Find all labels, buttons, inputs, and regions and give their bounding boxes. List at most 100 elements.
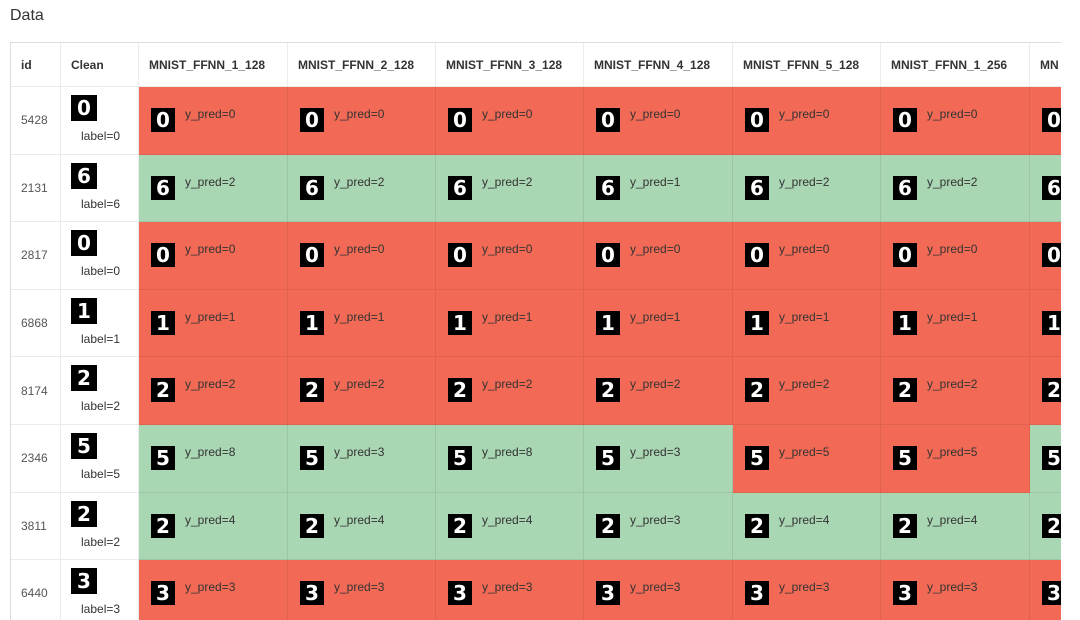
digit-image: 6: [893, 175, 917, 200]
prediction-text: y_pred=4: [779, 512, 830, 527]
prediction-cell: 2 y_pred=2: [288, 357, 436, 425]
column-header: id: [11, 43, 61, 87]
prediction-cell: 0 y_pred=0: [288, 87, 436, 155]
digit-image: 0: [71, 230, 97, 257]
digit-image: 1: [596, 310, 620, 335]
row-id: 6440: [11, 560, 61, 620]
prediction-text: y_pred=0: [779, 242, 830, 257]
label-text: label=2: [81, 534, 121, 549]
prediction-cell: 2 y_pred=2: [436, 357, 584, 425]
prediction-cell: 6 y_pred=2: [733, 154, 881, 223]
prediction-cell: 2 y_pred=4: [436, 492, 584, 561]
prediction-text: y_pred=0: [185, 107, 236, 121]
digit-image: 1: [893, 310, 917, 335]
prediction-text: y_pred=1: [630, 309, 681, 324]
prediction-text: y_pred=3: [185, 580, 236, 595]
prediction-text: y_pred=2: [630, 377, 681, 392]
prediction-text: y_pred=3: [630, 512, 681, 527]
prediction-cell: 2 y_pred=4: [288, 492, 436, 561]
prediction-text: y_pred=2: [185, 174, 236, 189]
prediction-text: y_pred=8: [185, 445, 236, 459]
digit-image: 0: [448, 243, 472, 268]
label-text: label=6: [81, 196, 121, 211]
prediction-cell: 3 y_pred=3: [139, 560, 288, 620]
digit-image: 6: [596, 175, 620, 200]
prediction-text: y_pred=2: [779, 174, 830, 189]
row-id: 5428: [11, 87, 61, 155]
digit-image: 2: [745, 378, 769, 403]
label-text: label=0: [81, 264, 121, 279]
prediction-cell: 0 y_pred=0: [436, 222, 584, 290]
digit-image: 2: [151, 378, 175, 403]
prediction-text: y_pred=0: [185, 242, 236, 257]
prediction-text: y_pred=2: [334, 377, 385, 392]
digit-image: 3: [893, 581, 917, 606]
prediction-text: y_pred=2: [482, 377, 533, 392]
digit-image: 2: [300, 378, 324, 403]
label-text: label=1: [81, 331, 121, 346]
digit-image: 0: [448, 108, 472, 132]
digit-image: 6: [448, 175, 472, 200]
prediction-cell: 5 y_pred=8: [436, 425, 584, 493]
prediction-cell: 1 y_pred=1: [288, 289, 436, 358]
prediction-cell: 1: [1030, 289, 1061, 358]
digit-image: 5: [596, 446, 620, 470]
prediction-cell: 0 y_pred=0: [584, 222, 733, 290]
row-id: 3811: [11, 492, 61, 561]
digit-image: 2: [893, 378, 917, 403]
digit-image: 1: [745, 310, 769, 335]
digit-image: 5: [1042, 446, 1061, 470]
column-header: MNIST_FFNN_2_128: [288, 43, 436, 87]
digit-image: 2: [448, 378, 472, 403]
digit-image: 2: [1042, 378, 1061, 403]
row-id: 2346: [11, 425, 61, 493]
prediction-text: y_pred=0: [334, 242, 385, 257]
digit-image: 0: [300, 243, 324, 268]
prediction-text: y_pred=0: [482, 107, 533, 121]
digit-image: 2: [71, 500, 97, 527]
digit-image: 2: [893, 513, 917, 538]
prediction-cell: 5 y_pred=5: [881, 425, 1030, 493]
prediction-cell: 1 y_pred=1: [733, 289, 881, 358]
prediction-text: y_pred=3: [482, 580, 533, 595]
digit-image: 3: [745, 581, 769, 606]
row-id: 8174: [11, 357, 61, 425]
prediction-cell: 1 y_pred=1: [881, 289, 1030, 358]
row-id: 6868: [11, 289, 61, 358]
prediction-text: y_pred=4: [185, 512, 236, 527]
column-header: MNIST_FFNN_3_128: [436, 43, 584, 87]
column-header: MNIST_FFNN_1_256: [881, 43, 1030, 87]
prediction-cell: 3 y_pred=3: [584, 560, 733, 620]
digit-image: 0: [745, 243, 769, 268]
prediction-cell: 0 y_pred=0: [733, 87, 881, 155]
digit-image: 2: [151, 513, 175, 538]
prediction-text: y_pred=2: [927, 377, 978, 392]
prediction-cell: 0: [1030, 87, 1061, 155]
clean-cell: 5 label=5: [61, 425, 139, 493]
prediction-text: y_pred=1: [334, 309, 385, 324]
prediction-cell: 2: [1030, 357, 1061, 425]
data-table: id Clean MNIST_FFNN_1_128 MNIST_FFNN_2_128 M…: [10, 42, 1061, 620]
prediction-text: y_pred=0: [779, 107, 830, 121]
prediction-text: y_pred=1: [630, 174, 681, 189]
prediction-cell: 0 y_pred=0: [139, 87, 288, 155]
prediction-cell: 2 y_pred=3: [584, 492, 733, 561]
prediction-text: y_pred=5: [779, 445, 830, 459]
digit-image: 6: [745, 175, 769, 200]
prediction-cell: 5 y_pred=8: [139, 425, 288, 493]
prediction-text: y_pred=1: [927, 309, 978, 324]
digit-image: 2: [300, 513, 324, 538]
digit-image: 3: [448, 581, 472, 606]
digit-image: 6: [1042, 175, 1061, 200]
clean-cell: 2 label=2: [61, 492, 139, 561]
prediction-text: y_pred=0: [630, 242, 681, 257]
prediction-text: y_pred=8: [482, 445, 533, 459]
digit-image: 0: [1042, 108, 1061, 132]
prediction-cell: 6: [1030, 154, 1061, 223]
prediction-text: y_pred=4: [482, 512, 533, 527]
prediction-cell: 2 y_pred=2: [881, 357, 1030, 425]
digit-image: 6: [71, 162, 97, 189]
digit-image: 1: [300, 310, 324, 335]
digit-image: 2: [596, 378, 620, 403]
prediction-text: y_pred=0: [482, 242, 533, 257]
